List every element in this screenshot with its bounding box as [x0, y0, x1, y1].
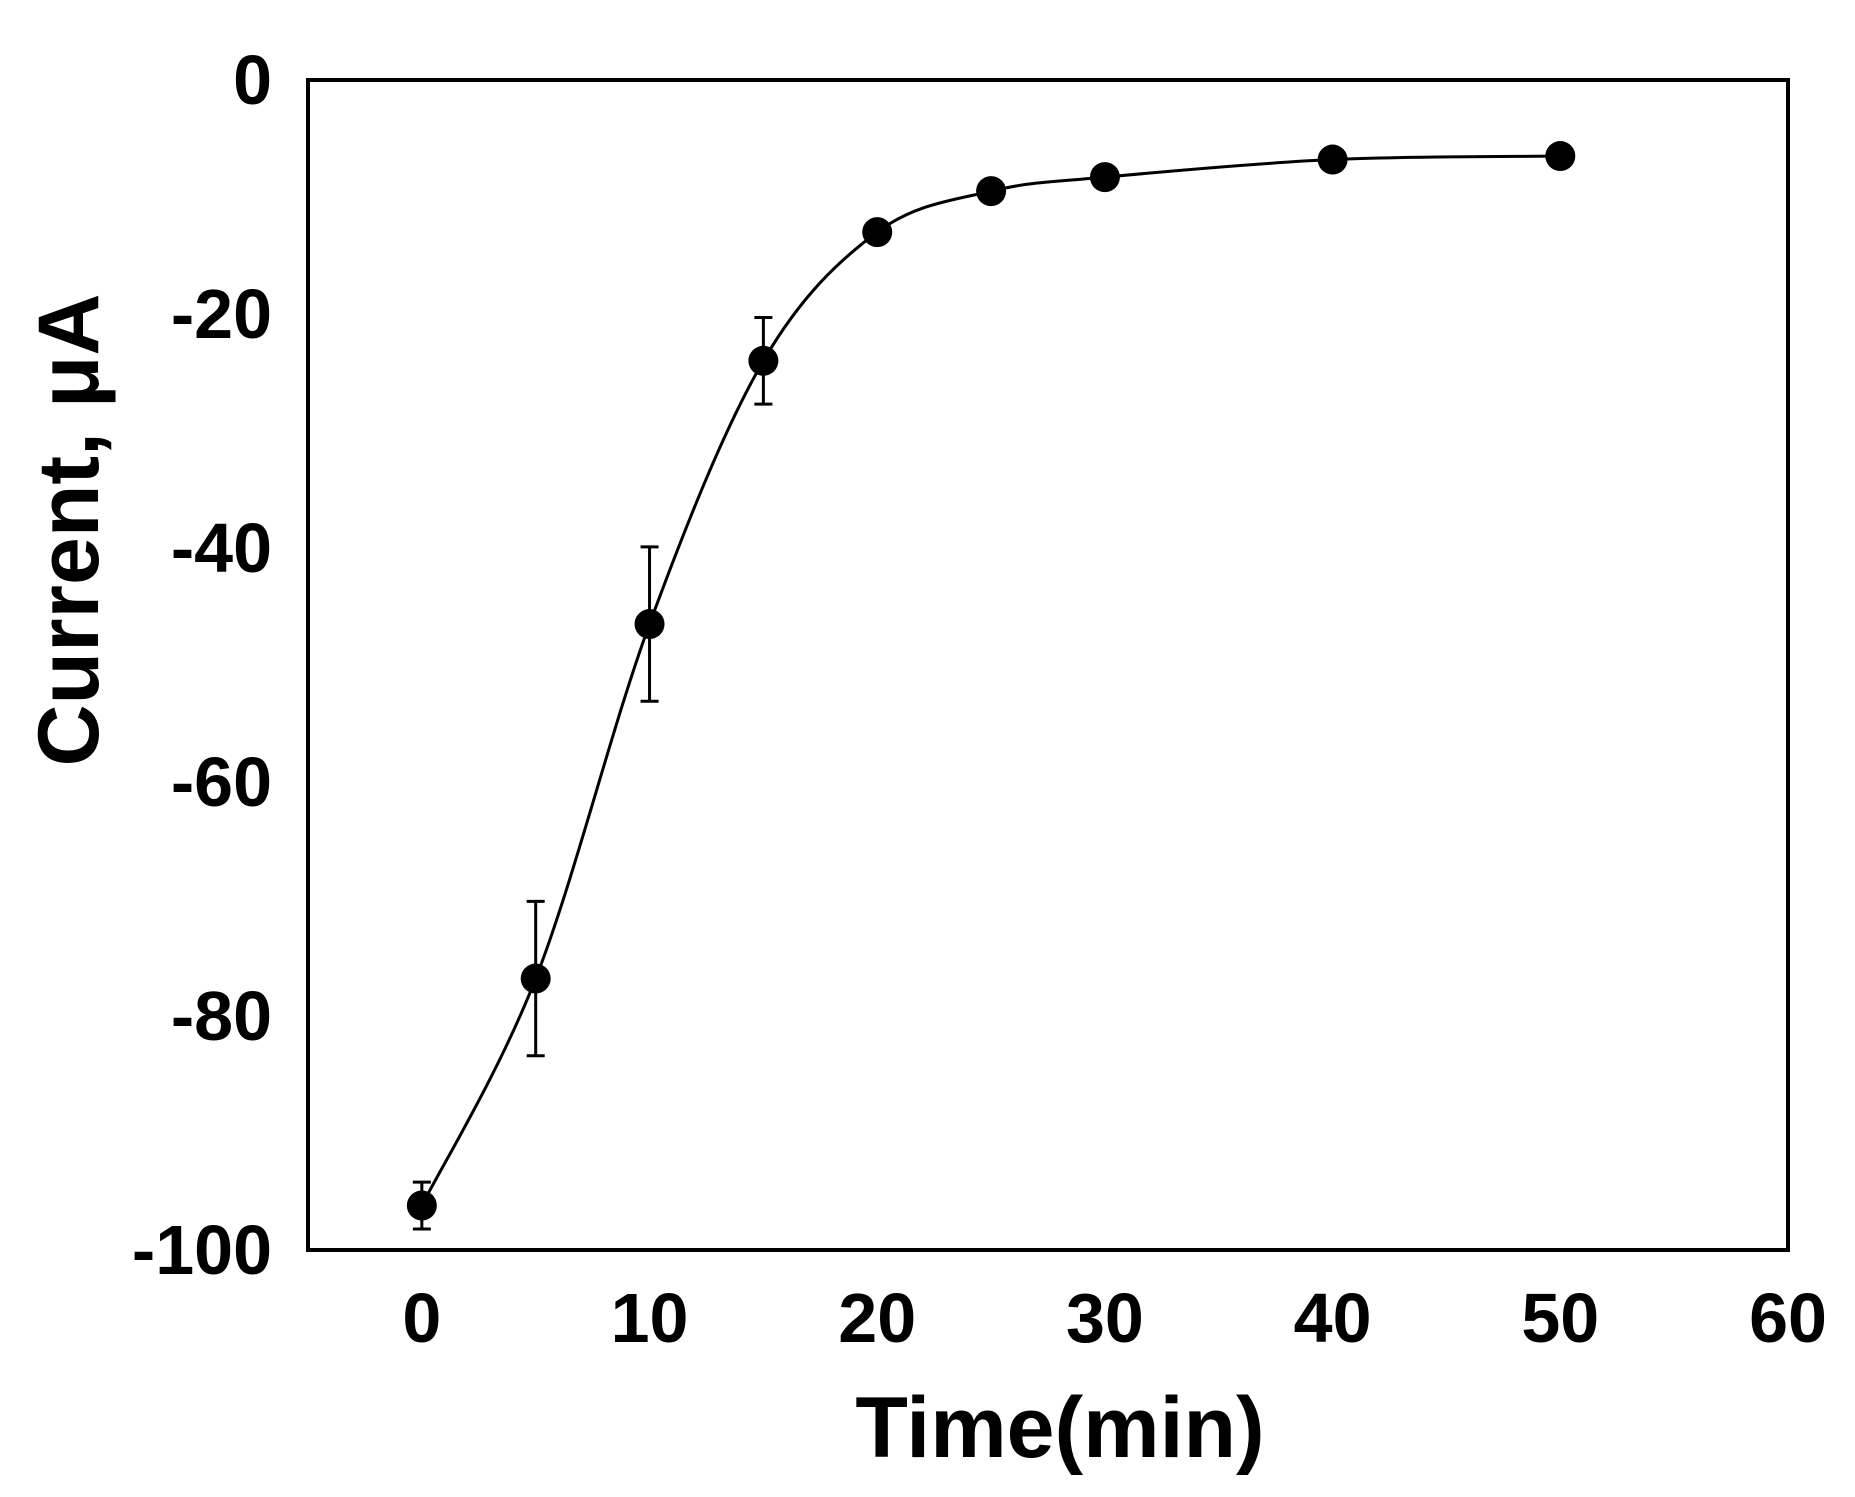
x-tick-label: 60: [1749, 1279, 1827, 1357]
data-point: [976, 176, 1007, 207]
x-tick-labels: 0 10 20 30 40 50 60: [402, 1279, 1827, 1357]
data-point: [634, 609, 665, 640]
y-tick-label: -80: [171, 977, 272, 1055]
data-point: [748, 345, 779, 376]
data-point: [1545, 141, 1576, 172]
x-tick-label: 50: [1521, 1279, 1599, 1357]
y-tick-label: 0: [233, 41, 272, 119]
data-point: [862, 217, 893, 248]
x-tick-label: 20: [838, 1279, 916, 1357]
data-point: [406, 1190, 437, 1221]
x-tick-label: 10: [611, 1279, 689, 1357]
y-axis-label: Current, μA: [21, 293, 117, 766]
data-series: [406, 141, 1576, 1231]
x-tick-label: 40: [1294, 1279, 1372, 1357]
data-point: [1089, 162, 1120, 193]
y-tick-label: -20: [171, 275, 272, 353]
y-tick-labels: 0 -20 -40 -60 -80 -100: [132, 41, 272, 1289]
x-axis-label: Time(min): [855, 1380, 1264, 1476]
y-tick-label: -40: [171, 509, 272, 587]
y-tick-label: -100: [132, 1211, 272, 1289]
data-point: [520, 963, 551, 994]
data-point: [1317, 144, 1348, 175]
y-tick-label: -60: [171, 743, 272, 821]
x-tick-label: 0: [402, 1279, 441, 1357]
x-tick-label: 30: [1066, 1279, 1144, 1357]
plot-frame: [306, 78, 1790, 1252]
series-line: [420, 154, 1561, 1207]
